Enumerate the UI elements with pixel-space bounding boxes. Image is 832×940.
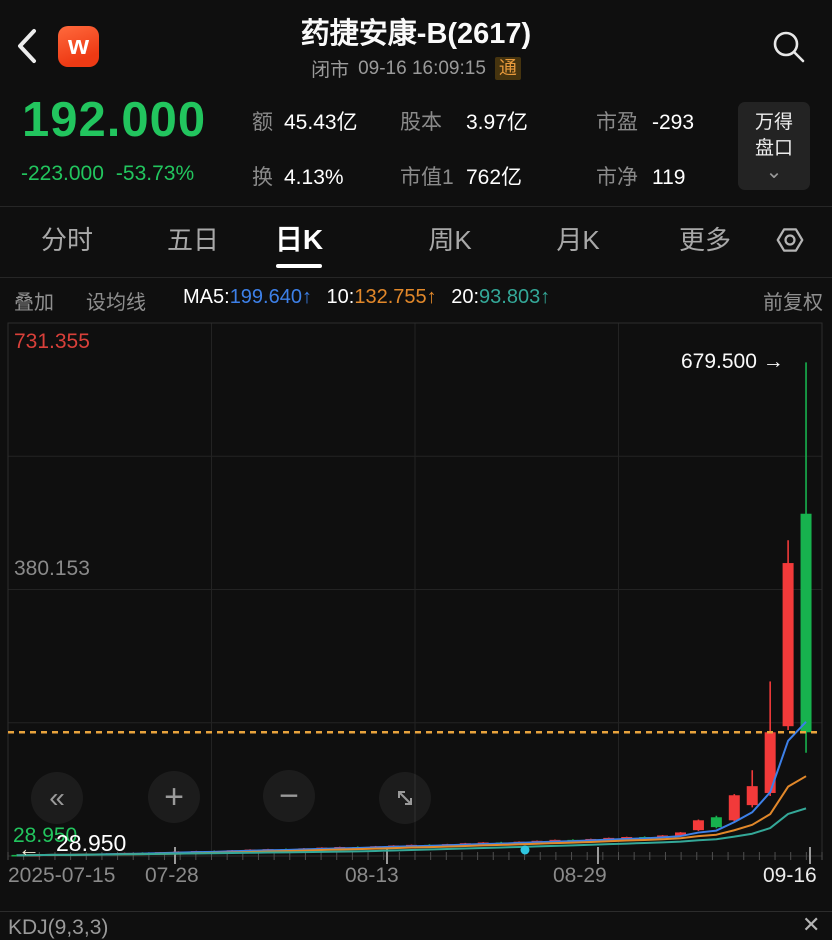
price-change-pct: -53.73% xyxy=(115,162,195,185)
stat-label: 市盈 xyxy=(596,111,638,134)
price-change-row: -223.000 -53.73% xyxy=(21,162,206,186)
active-tab-underline xyxy=(276,264,322,268)
ma20-label: 20: xyxy=(451,286,480,308)
divider xyxy=(0,277,832,278)
zoom-out-button[interactable]: − xyxy=(263,770,315,822)
x-axis-label: 07-28 xyxy=(145,864,199,887)
stat-turnover: 换 4.13% xyxy=(252,161,344,191)
stat-pe: 市盈 -293 xyxy=(596,106,694,136)
low-price-marker: 28.950 xyxy=(56,830,127,856)
stat-label: 股本 xyxy=(400,111,442,134)
app-logo[interactable]: w xyxy=(58,26,99,67)
close-icon: ✕ xyxy=(802,912,821,937)
stat-amount: 额 45.43亿 xyxy=(252,106,358,136)
minus-icon: − xyxy=(279,776,299,815)
stat-value: 45.43亿 xyxy=(284,111,358,134)
adjust-mode-button[interactable]: 前复权 xyxy=(763,292,823,314)
stat-value: 762亿 xyxy=(466,166,523,189)
tab-daily-k[interactable]: 日K xyxy=(274,224,324,255)
hexagon-settings-icon xyxy=(776,228,804,252)
stat-value: 3.97亿 xyxy=(466,111,528,134)
overlay-button[interactable]: 叠加 xyxy=(14,292,54,314)
double-chevron-left-icon: « xyxy=(49,782,65,813)
high-price-marker: 679.500 → xyxy=(681,350,784,373)
stat-value: 4.13% xyxy=(284,166,344,189)
close-indicator-button[interactable]: ✕ xyxy=(802,912,820,938)
divider xyxy=(0,206,832,207)
page-title: 药捷安康-B(2617) xyxy=(300,18,532,50)
current-price: 192.000 xyxy=(22,93,207,147)
market-status-row: 闭市 09-16 16:09:15 通 xyxy=(0,55,832,82)
indicator-label[interactable]: KDJ(9,3,3) xyxy=(8,916,109,939)
market-status: 闭市 xyxy=(311,60,350,81)
ma5-value: 199.640↑ xyxy=(229,286,312,308)
low-arrow-icon: ← xyxy=(18,836,40,861)
set-ma-button[interactable]: 设均线 xyxy=(86,292,146,314)
stat-value: -293 xyxy=(652,111,695,134)
stat-value: 119 xyxy=(652,166,686,189)
ma20-value: 93.803↑ xyxy=(479,286,551,308)
expand-chart-button[interactable] xyxy=(379,772,431,824)
tab-minute[interactable]: 分时 xyxy=(40,225,94,255)
divider xyxy=(0,911,832,912)
kline-chart[interactable] xyxy=(0,318,832,914)
x-axis-label: 2025-07-15 xyxy=(8,864,116,887)
plus-icon: + xyxy=(164,777,184,816)
stat-label: 换 xyxy=(252,166,273,189)
y-axis-max-label: 731.355 xyxy=(14,330,90,353)
wind-panel-button[interactable]: 万得 盘口 ⌄ xyxy=(738,102,810,190)
ma-values-row: MA5:199.640↑ 10:132.755↑ 20:93.803↑ xyxy=(183,286,550,309)
back-button[interactable] xyxy=(14,24,40,68)
y-axis-min-label: 28.950 xyxy=(13,824,78,847)
app-logo-letter: w xyxy=(67,30,89,60)
stat-marketcap: 市值1 762亿 xyxy=(400,161,522,191)
chevron-down-icon: ⌄ xyxy=(765,161,783,183)
price-change: -223.000 xyxy=(21,162,104,185)
tab-weekly-k[interactable]: 周K xyxy=(428,225,472,255)
ma5-label: MA5: xyxy=(183,286,230,308)
panel-line2: 盘口 xyxy=(754,138,793,159)
stat-pb: 市净 119 xyxy=(596,161,685,191)
x-axis-label: 08-29 xyxy=(553,864,607,887)
search-button[interactable] xyxy=(770,28,808,66)
search-icon xyxy=(773,31,805,63)
x-axis-label: 08-13 xyxy=(345,864,399,887)
tab-more[interactable]: 更多 xyxy=(678,225,732,255)
ma10-value: 132.755↑ xyxy=(354,286,437,308)
stat-shares: 股本 3.97亿 xyxy=(400,106,528,136)
chart-settings-button[interactable] xyxy=(774,224,806,256)
zoom-in-button[interactable]: + xyxy=(148,771,200,823)
expand-diagonal-icon xyxy=(398,791,412,805)
back-chevron-icon xyxy=(18,29,36,63)
stat-label: 市净 xyxy=(596,166,638,189)
panel-line1: 万得 xyxy=(754,112,793,133)
connect-badge: 通 xyxy=(494,56,521,81)
tab-fiveday[interactable]: 五日 xyxy=(166,225,220,255)
ma10-label: 10: xyxy=(326,286,355,308)
tab-monthly-k[interactable]: 月K xyxy=(556,225,600,255)
collapse-panel-button[interactable]: « xyxy=(31,772,83,824)
stat-label: 额 xyxy=(252,111,273,134)
stat-label: 市值1 xyxy=(400,166,454,189)
y-axis-mid-label: 380.153 xyxy=(14,557,90,580)
status-time: 09-16 16:09:15 xyxy=(358,57,486,79)
x-axis-label-last: 09-16 xyxy=(763,864,817,887)
